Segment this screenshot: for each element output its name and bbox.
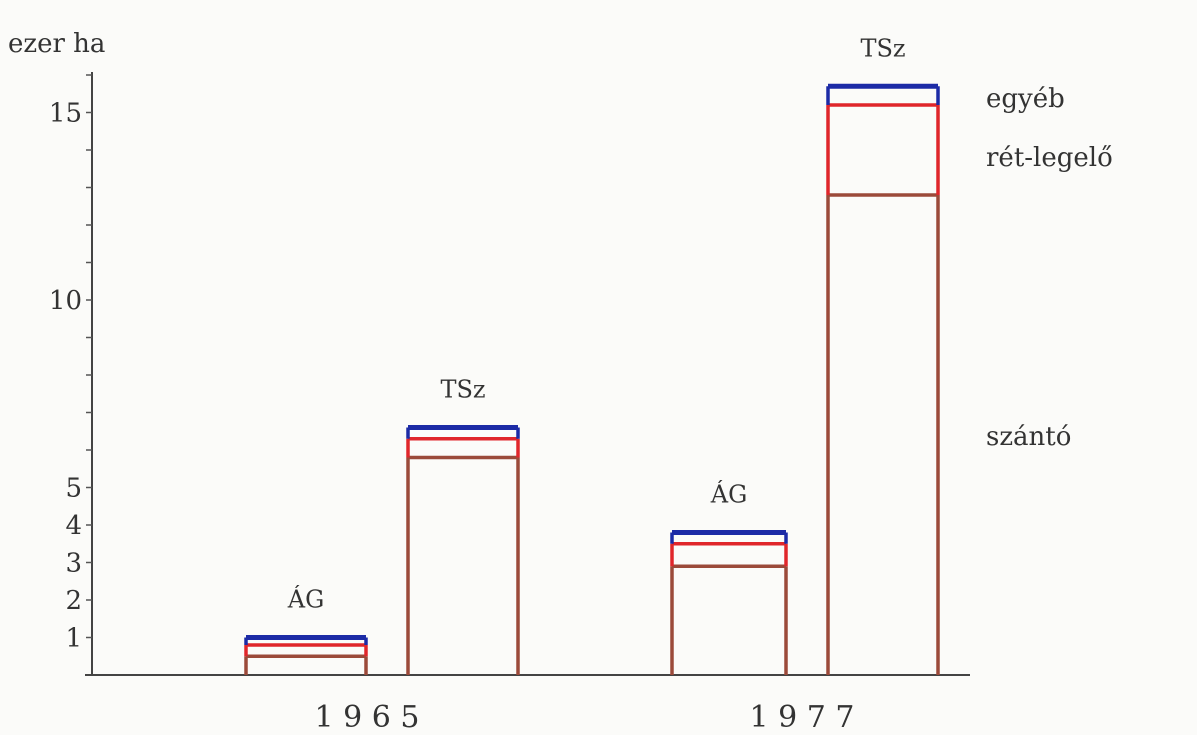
bar-segment-ret-legelo [244, 643, 368, 657]
bar-segment-szanto [670, 564, 788, 675]
bar-segment-szanto [826, 193, 940, 675]
segment-label: egyéb [986, 84, 1065, 114]
segment-label: rét-legelő [986, 143, 1113, 173]
y-axis-label: ezer ha [8, 29, 105, 59]
bars [244, 83, 940, 675]
y-tick-label: 2 [65, 586, 82, 616]
bar-label: ÁG [287, 585, 325, 614]
bar-segment-egyeb [406, 425, 520, 439]
bar-label: TSz [860, 34, 905, 62]
bar-segment-szanto [244, 654, 368, 675]
bar-segment-egyeb [826, 83, 940, 105]
y-tick-label: 15 [49, 99, 82, 129]
y-tick-label: 4 [65, 511, 82, 541]
y-tick-label: 5 [65, 474, 82, 504]
bar-segment-ret-legelo [406, 437, 520, 458]
bar-labels: ÁG TSz ÁG TSz [287, 34, 906, 613]
bar-label: TSz [440, 376, 485, 404]
y-tick-label: 10 [49, 286, 82, 316]
axes: ezer ha [8, 29, 970, 676]
y-ticks: 1 2 3 4 5 10 15 [49, 74, 92, 654]
segment-label: szántó [986, 422, 1071, 452]
bar-segment-ret-legelo [826, 103, 940, 195]
y-tick-label: 1 [65, 624, 82, 654]
y-tick-label: 3 [65, 549, 82, 579]
bar-segment-egyeb [670, 530, 788, 544]
year-labels: 1 9 6 5 1 9 7 7 [315, 700, 855, 735]
bar-segment-egyeb [244, 635, 368, 645]
bar-label: ÁG [710, 480, 748, 509]
bar-segment-ret-legelo [670, 542, 788, 567]
segment-legend: egyéb rét-legelő szántó [986, 84, 1113, 452]
x-group-label: 1 9 6 5 [315, 700, 420, 731]
bar-segment-szanto [406, 455, 520, 675]
x-group-label: 1 9 7 7 [750, 700, 855, 731]
